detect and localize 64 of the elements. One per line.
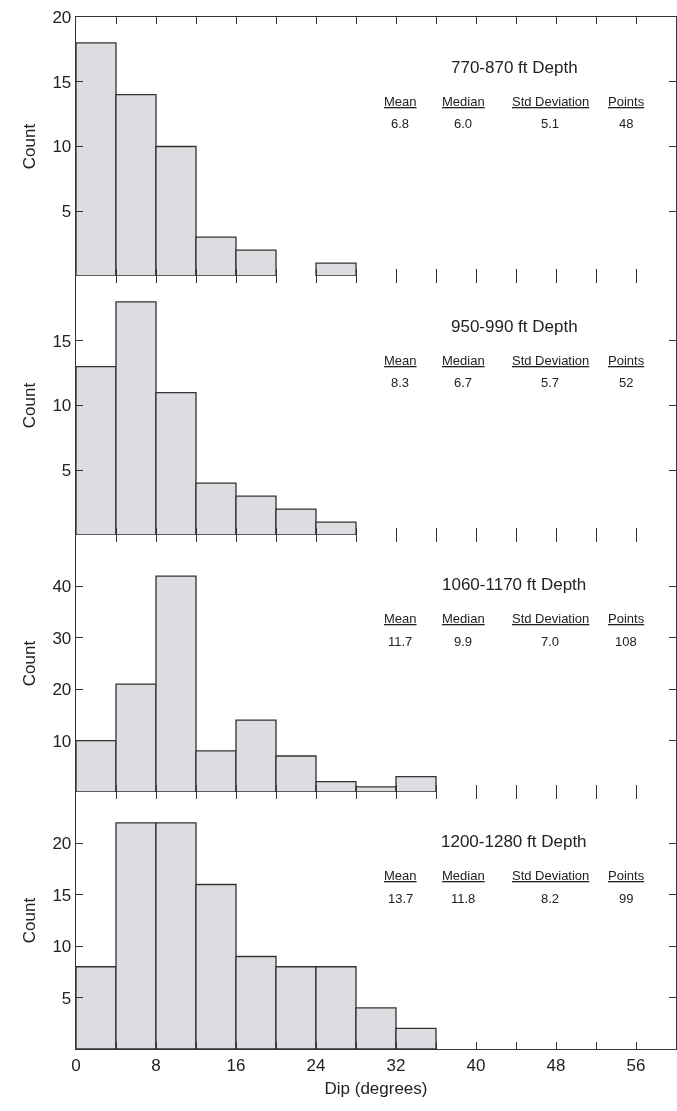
- y-tick-label: 15: [52, 331, 72, 351]
- x-tick-label: 48: [546, 1055, 566, 1075]
- annotation: Median: [442, 868, 485, 883]
- x-tick-label: 16: [226, 1055, 246, 1075]
- y-tick-label: 40: [52, 577, 72, 597]
- y-tick-label: 5: [61, 202, 72, 222]
- y-axis-title: Count: [20, 897, 40, 944]
- y-tick-label: 10: [52, 137, 72, 157]
- x-axis-title: Dip (degrees): [324, 1078, 428, 1098]
- y-tick-label: 5: [61, 988, 72, 1008]
- annotation: Median: [442, 94, 485, 109]
- x-tick-label: 56: [626, 1055, 646, 1075]
- y-tick-label: 15: [52, 72, 72, 92]
- annotation: 8.2: [541, 891, 560, 906]
- y-tick-label: 10: [52, 731, 72, 751]
- x-tick-label: 24: [306, 1055, 326, 1075]
- annotation: 52: [619, 375, 634, 390]
- y-axis-title: Count: [20, 123, 40, 170]
- annotation: 5.1: [541, 116, 560, 131]
- y-tick-label: 5: [61, 461, 72, 481]
- x-tick-label: 0: [71, 1055, 81, 1075]
- annotation: Mean: [384, 868, 417, 883]
- annotation: 7.0: [541, 634, 560, 649]
- text: 1060-1170 ft Depth: [442, 575, 587, 594]
- annotation: 6.0: [454, 116, 473, 131]
- y-tick-label: 20: [52, 680, 72, 700]
- annotation: 6.8: [391, 116, 410, 131]
- annotation: Points: [608, 868, 645, 883]
- annotation: 108: [615, 634, 637, 649]
- text: 950-990 ft Depth: [451, 317, 578, 336]
- annotation: Points: [608, 353, 645, 368]
- y-tick-label: 10: [52, 396, 72, 416]
- x-tick-label: 40: [466, 1055, 486, 1075]
- annotation: Std Deviation: [512, 353, 590, 368]
- x-tick-label: 32: [386, 1055, 406, 1075]
- y-tick-label: 20: [52, 834, 72, 854]
- annotation: Std Deviation: [512, 868, 590, 883]
- annotation: 13.7: [388, 891, 414, 906]
- y-tick-label: 20: [52, 7, 72, 27]
- annotation: Std Deviation: [512, 94, 590, 109]
- annotation: 99: [619, 891, 634, 906]
- annotation: Median: [442, 353, 485, 368]
- annotation: Mean: [384, 611, 417, 626]
- text: 1200-1280 ft Depth: [441, 832, 587, 851]
- annotation: 11.7: [388, 634, 413, 649]
- text: 770-870 ft Depth: [451, 58, 578, 77]
- annotation: 11.8: [451, 891, 476, 906]
- annotation: 6.7: [454, 375, 473, 390]
- annotation: Median: [442, 611, 485, 626]
- y-tick-label: 15: [52, 885, 72, 905]
- annotation: Std Deviation: [512, 611, 590, 626]
- y-tick-label: 10: [52, 937, 72, 957]
- annotation: 5.7: [541, 375, 560, 390]
- y-tick-label: 30: [52, 628, 72, 648]
- annotation: 9.9: [454, 634, 473, 649]
- y-axis-title: Count: [20, 640, 40, 687]
- y-axis-title: Count: [20, 382, 40, 429]
- annotation: 48: [619, 116, 634, 131]
- annotation: Points: [608, 611, 645, 626]
- annotation: 8.3: [391, 375, 410, 390]
- annotation: Mean: [384, 353, 417, 368]
- annotation: Mean: [384, 94, 417, 109]
- annotation: Points: [608, 94, 645, 109]
- x-tick-label: 8: [151, 1055, 161, 1075]
